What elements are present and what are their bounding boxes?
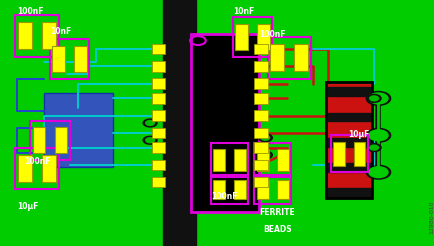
- Bar: [277, 180, 289, 199]
- Bar: [18, 155, 32, 182]
- Bar: [234, 24, 247, 50]
- Bar: [15, 15, 59, 57]
- Bar: [43, 93, 113, 167]
- Bar: [152, 142, 165, 153]
- Bar: [52, 46, 65, 72]
- Bar: [254, 128, 267, 138]
- Bar: [15, 148, 59, 189]
- Bar: [254, 143, 291, 177]
- Bar: [33, 127, 45, 153]
- Bar: [233, 180, 245, 199]
- Bar: [163, 0, 195, 246]
- Bar: [213, 149, 224, 171]
- Circle shape: [365, 128, 390, 142]
- Bar: [210, 175, 247, 204]
- Bar: [152, 128, 165, 138]
- Bar: [254, 160, 267, 170]
- Bar: [152, 44, 165, 54]
- Bar: [152, 160, 165, 170]
- Bar: [152, 93, 165, 104]
- Circle shape: [258, 134, 272, 142]
- Bar: [254, 110, 267, 121]
- Circle shape: [143, 136, 157, 144]
- Bar: [328, 163, 369, 172]
- Bar: [254, 175, 291, 204]
- Text: FERRITE: FERRITE: [258, 208, 294, 217]
- Circle shape: [258, 151, 272, 159]
- Bar: [256, 24, 269, 50]
- Bar: [152, 177, 165, 187]
- Text: 100nF: 100nF: [24, 157, 50, 167]
- Bar: [233, 149, 245, 171]
- Bar: [152, 78, 165, 89]
- Circle shape: [369, 96, 378, 101]
- Bar: [232, 17, 271, 57]
- Text: 100nF: 100nF: [17, 7, 44, 16]
- Circle shape: [145, 121, 154, 125]
- Bar: [254, 78, 267, 89]
- Bar: [267, 37, 310, 79]
- Circle shape: [365, 165, 390, 179]
- Text: 100nF: 100nF: [210, 192, 237, 201]
- Bar: [254, 93, 267, 104]
- Bar: [328, 113, 369, 121]
- Bar: [30, 121, 69, 160]
- Bar: [332, 142, 344, 166]
- Text: 10μF: 10μF: [17, 202, 39, 211]
- Circle shape: [369, 145, 378, 150]
- Bar: [254, 142, 267, 153]
- Circle shape: [145, 138, 154, 143]
- Bar: [210, 143, 247, 177]
- Bar: [191, 34, 258, 212]
- Bar: [294, 44, 308, 71]
- Bar: [213, 180, 224, 199]
- Bar: [152, 110, 165, 121]
- Text: 10μF: 10μF: [347, 130, 368, 139]
- Circle shape: [366, 144, 380, 152]
- Bar: [277, 149, 289, 171]
- Bar: [152, 61, 165, 72]
- Text: 10nF: 10nF: [50, 27, 71, 36]
- Circle shape: [365, 92, 390, 105]
- Bar: [254, 61, 267, 72]
- Bar: [42, 22, 56, 49]
- Bar: [50, 39, 89, 79]
- Bar: [42, 155, 56, 182]
- Circle shape: [368, 130, 387, 141]
- Circle shape: [368, 93, 387, 104]
- Text: BEADS: BEADS: [263, 225, 291, 234]
- Text: 10nF: 10nF: [232, 7, 253, 16]
- Bar: [328, 87, 369, 96]
- Circle shape: [368, 167, 387, 178]
- Bar: [55, 127, 67, 153]
- Bar: [256, 180, 268, 199]
- Bar: [270, 44, 283, 71]
- Bar: [18, 22, 32, 49]
- Bar: [330, 135, 367, 172]
- Bar: [254, 44, 267, 54]
- Bar: [74, 46, 87, 72]
- Bar: [328, 138, 369, 147]
- Bar: [353, 142, 365, 166]
- Text: 100nF: 100nF: [258, 30, 285, 39]
- Circle shape: [260, 135, 269, 140]
- Bar: [254, 177, 267, 187]
- Circle shape: [366, 94, 380, 102]
- Bar: [328, 188, 369, 197]
- Bar: [328, 84, 369, 197]
- Bar: [326, 82, 371, 198]
- Circle shape: [260, 153, 269, 157]
- Bar: [256, 149, 268, 171]
- Circle shape: [143, 119, 157, 127]
- Text: 12980-010: 12980-010: [428, 200, 433, 234]
